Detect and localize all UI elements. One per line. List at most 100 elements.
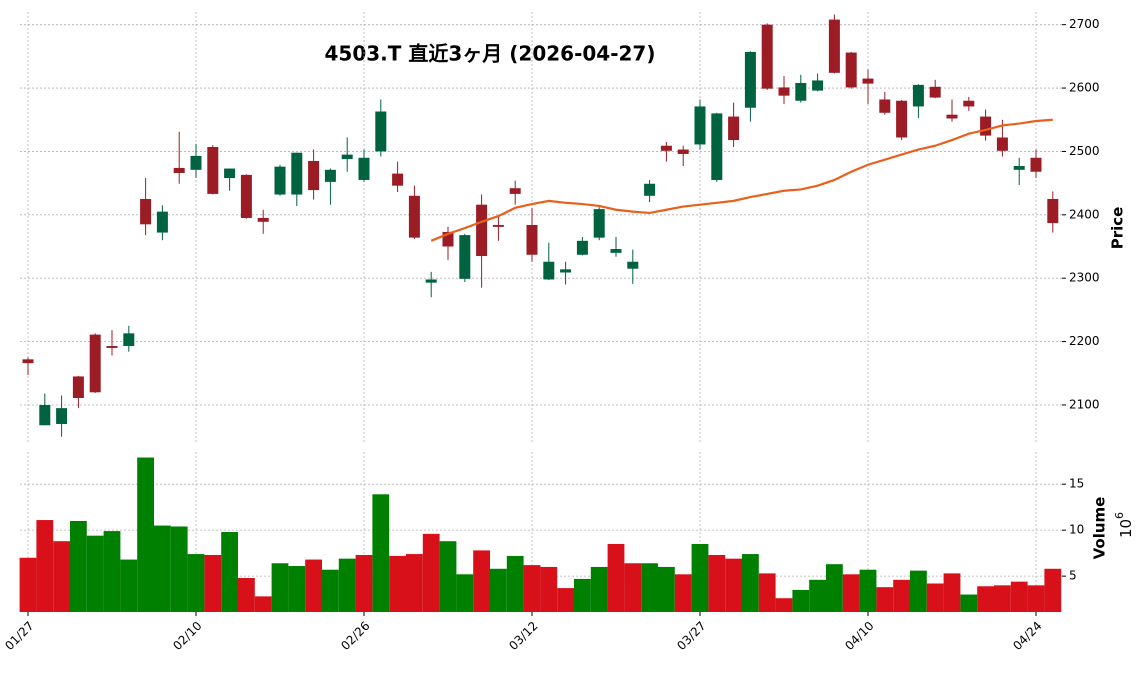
volume-bar xyxy=(960,594,978,612)
volume-bar xyxy=(725,558,742,612)
volume-bar xyxy=(658,566,675,612)
candle-body xyxy=(89,334,101,393)
volume-bar xyxy=(53,541,70,612)
candle-body xyxy=(795,82,807,101)
candle-body xyxy=(778,87,790,96)
chart-title: 4503.T 直近3ヶ月 (2026-04-27) xyxy=(325,42,656,66)
volume-bar xyxy=(271,563,289,612)
x-tick-label: 02/26 xyxy=(338,619,372,653)
moving-average xyxy=(430,118,1053,242)
candle-body xyxy=(728,116,740,141)
scale-exponent: 6 xyxy=(1113,512,1126,519)
volume-bar xyxy=(842,574,860,612)
scale-base: 10 xyxy=(1117,519,1135,538)
volume-bar xyxy=(1027,585,1045,612)
volume-bar xyxy=(994,585,1011,612)
y-tick-label: 2700 xyxy=(1069,17,1100,31)
candle-body xyxy=(896,100,908,138)
candle-body xyxy=(660,145,672,151)
volume-bar xyxy=(288,566,306,612)
candle-body xyxy=(442,231,454,247)
volume-bar xyxy=(910,570,927,612)
candle-body xyxy=(963,100,975,107)
volume-bar xyxy=(170,526,188,612)
volume-bar xyxy=(422,533,440,612)
volume-bar xyxy=(742,554,759,612)
candle-body xyxy=(1047,198,1059,224)
candle-body xyxy=(828,19,840,73)
candle-body xyxy=(509,188,521,194)
candle-body xyxy=(812,80,824,91)
candle-body xyxy=(39,404,51,426)
candle-body xyxy=(576,240,588,255)
candle-body xyxy=(72,376,84,398)
candle-body xyxy=(291,152,303,195)
candle-body xyxy=(207,147,219,194)
candle-body xyxy=(22,359,34,364)
volume-bar xyxy=(876,587,894,612)
candle-body xyxy=(744,51,756,108)
candle-body xyxy=(644,183,656,196)
volume-bar xyxy=(305,559,322,612)
volume-bar xyxy=(506,555,524,612)
volume-bar xyxy=(893,579,910,612)
candle-body xyxy=(56,408,68,424)
volume-bar xyxy=(322,569,339,612)
candle-body xyxy=(274,166,286,195)
volume-bar xyxy=(187,554,205,612)
volume-bar xyxy=(943,573,961,612)
volume-bar xyxy=(523,565,541,612)
candle-body xyxy=(610,249,622,253)
y-tick-label: 2400 xyxy=(1069,207,1100,221)
volume-bar xyxy=(674,574,692,612)
candle-body xyxy=(190,155,202,170)
volume-label: Volume xyxy=(1091,497,1109,560)
y-tick-label: 2200 xyxy=(1069,334,1100,348)
y-tick-label: 2100 xyxy=(1069,397,1100,411)
volume-bar xyxy=(406,554,423,612)
volume-scale: 106 xyxy=(1113,512,1135,538)
volume-bar xyxy=(70,520,87,612)
candle-body xyxy=(341,154,353,160)
candle-body xyxy=(358,157,370,180)
candle-body xyxy=(476,204,488,257)
y-tick-label: 2600 xyxy=(1069,81,1100,95)
candle-body xyxy=(996,137,1008,151)
volume-bar xyxy=(607,543,625,612)
y-tick-label: 2500 xyxy=(1069,144,1100,158)
volume-bar xyxy=(641,563,658,612)
volume-bar xyxy=(758,573,776,612)
volume-bar xyxy=(691,543,709,612)
candle-body xyxy=(106,346,118,348)
candle-body xyxy=(862,78,874,84)
candle-body xyxy=(845,52,857,88)
volume-bar xyxy=(456,574,474,612)
candle-body xyxy=(543,261,555,280)
candle-body xyxy=(240,174,252,218)
candle-body xyxy=(123,333,135,347)
candle-body xyxy=(980,116,992,136)
x-tick-label: 04/24 xyxy=(1010,619,1044,653)
volume-bar xyxy=(372,494,390,612)
volume-bar xyxy=(490,568,507,612)
volume-bar xyxy=(977,586,994,612)
volume-bar xyxy=(439,541,457,612)
candle-body xyxy=(879,99,891,113)
volume-bar xyxy=(221,532,238,612)
volume-bar xyxy=(926,583,944,612)
candle-body xyxy=(257,217,269,222)
volume-bar xyxy=(574,578,591,612)
volume-bar xyxy=(137,457,154,612)
volume-bar xyxy=(557,588,574,612)
candle-body xyxy=(1030,157,1042,172)
candle-body xyxy=(1013,166,1025,170)
candle-body xyxy=(526,224,538,255)
volume-bar xyxy=(154,525,171,612)
volume-bar xyxy=(590,566,608,612)
volume-bar xyxy=(809,579,826,612)
candle-body xyxy=(929,86,941,98)
volume-bar xyxy=(103,531,121,612)
volume-bar xyxy=(389,555,406,612)
candle-body xyxy=(560,269,572,273)
